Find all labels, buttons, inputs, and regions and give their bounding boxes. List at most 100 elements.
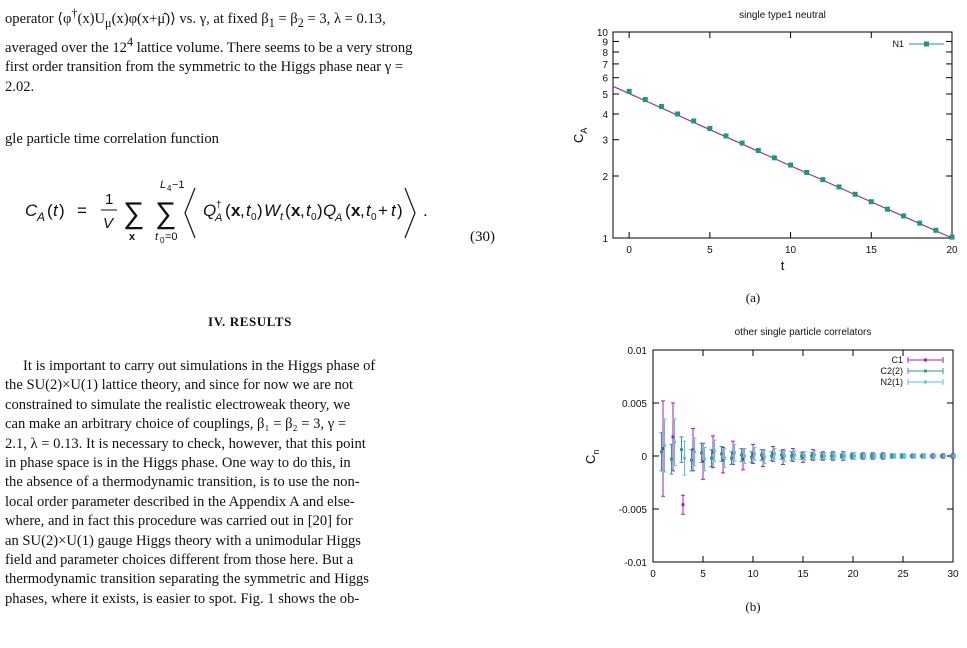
data-point-c2 — [860, 454, 863, 458]
figure-column: single type1 neutral 1 2 3 4 5 6 7 8 9 10 0 5 10 15 20 t… — [520, 0, 967, 648]
svg-text:): ) — [397, 201, 403, 220]
data-point-n1 — [658, 103, 664, 109]
svg-text:t: t — [391, 201, 397, 220]
results-line: constrained to simulate the realistic el… — [5, 396, 351, 413]
y-tick-label: 0.01 — [628, 346, 648, 357]
data-point-n2 — [673, 440, 676, 444]
x-tick-label: 20 — [847, 569, 859, 580]
svg-text:x: x — [231, 201, 241, 220]
results-line: 2.1, λ = 0.13. It is necessary to check,… — [5, 435, 366, 452]
y-axis-label-sub: n — [591, 450, 601, 455]
y-tick-label: -0.01 — [624, 558, 647, 569]
svg-text:4: 4 — [167, 184, 172, 193]
data-point-n2 — [713, 449, 716, 453]
svg-text:=0: =0 — [165, 231, 178, 243]
data-point-n1 — [739, 140, 745, 146]
svg-text:x: x — [351, 201, 361, 220]
data-point-c2 — [910, 454, 913, 458]
y-tick-label: 7 — [602, 60, 608, 71]
data-point-c2 — [920, 454, 923, 458]
section-heading: IV. RESULTS — [208, 314, 292, 329]
results-line: can make an arbitrary choice of coupling… — [5, 416, 347, 433]
y-tick-label: 9 — [602, 37, 608, 48]
data-point-n1 — [788, 162, 794, 168]
svg-text:0: 0 — [251, 212, 257, 223]
results-line: phases, where it exists, is easier to sp… — [5, 590, 360, 607]
data-point-n2 — [683, 456, 686, 460]
results-line: an SU(2)×U(1) gauge Higgs theory with a … — [5, 532, 361, 549]
data-point-n2 — [843, 454, 846, 458]
y-tick-label: 8 — [602, 48, 608, 59]
data-point-n1 — [917, 220, 923, 226]
data-point-n1 — [820, 177, 826, 183]
text-column: operator ⟨φ†(x)Uμ(x)φ(x+μ̂)⟩ vs. γ, at f… — [5, 6, 495, 607]
chart-title: single type1 neutral — [739, 10, 826, 21]
data-point-n1 — [642, 97, 648, 103]
correlation-text: gle particle time correlation function — [5, 131, 219, 147]
svg-text:): ) — [59, 201, 65, 220]
y-tick-label: 0 — [641, 452, 647, 463]
chart-title: other single particle correlators — [735, 327, 872, 338]
data-point-n2 — [893, 454, 896, 458]
intro-fragment: operator ⟨φ — [5, 10, 72, 27]
x-tick-label: 0 — [650, 569, 656, 580]
data-point-n1 — [626, 88, 632, 94]
svg-text:t: t — [53, 201, 59, 220]
y-axis-label: Cn — [583, 450, 601, 464]
data-point-n2 — [923, 454, 926, 458]
data-point-c2 — [780, 453, 783, 457]
intro-fragment: first order transition from the symmetri… — [5, 59, 404, 76]
data-point-c2 — [730, 456, 733, 460]
y-tick-label: 5 — [602, 90, 608, 101]
results-line: in phase space is in the Higgs phase. On… — [5, 455, 351, 472]
data-point-n1 — [836, 184, 842, 190]
equation-30: C A (t) = 1 V ∑ x ∑ L 4 −1 t 0 =0 Q † A … — [25, 179, 428, 245]
intro-fragment: averaged over the 12 — [5, 40, 127, 57]
data-point-c2 — [720, 452, 723, 456]
data-point-n1 — [868, 199, 874, 205]
data-point-n1 — [804, 169, 810, 175]
data-point-n1 — [933, 227, 939, 233]
data-point-c1 — [701, 459, 705, 463]
data-point-n2 — [933, 454, 936, 458]
data-point-c2 — [930, 454, 933, 458]
data-point-n2 — [823, 454, 826, 458]
equation-number: (30) — [470, 229, 495, 245]
data-point-c2 — [800, 454, 803, 458]
paragraph-correlation: gle particle time correlation function — [5, 130, 495, 149]
x-tick-label: 25 — [897, 569, 909, 580]
y-tick-label: 0.005 — [622, 399, 647, 410]
data-point-n1 — [949, 234, 955, 240]
intro-fragment: (x)φ(x+μ̂)⟩ vs. γ, at fixed β — [111, 10, 269, 27]
data-point-c2 — [760, 453, 763, 457]
svg-text:+: + — [378, 201, 388, 220]
svg-text:W: W — [264, 201, 282, 220]
y-tick-label: 6 — [602, 74, 608, 85]
svg-text:A: A — [334, 212, 342, 224]
svg-text:0: 0 — [311, 212, 317, 223]
data-point-n2 — [913, 454, 916, 458]
svg-text:A: A — [214, 212, 222, 224]
data-point-c2 — [880, 454, 883, 458]
legend-label-c1: C1 — [891, 355, 903, 365]
svg-text:−1: −1 — [172, 179, 185, 191]
svg-text:†: † — [216, 200, 222, 211]
results-line: the SU(2)×U(1) lattice theory, and since… — [5, 377, 354, 394]
data-point-c2 — [710, 456, 713, 460]
results-line: thermodynamic transition separating the … — [5, 571, 369, 588]
results-line: field and parameter choices different fr… — [5, 552, 354, 569]
y-tick-label: 10 — [597, 28, 609, 39]
svg-text:t: t — [155, 231, 159, 243]
data-point-n2 — [793, 453, 796, 457]
data-point-n2 — [733, 451, 736, 455]
svg-text:Q: Q — [323, 201, 336, 220]
intro-fragment: (x)U — [77, 10, 106, 27]
x-tick-label: 5 — [700, 569, 706, 580]
svg-text:A: A — [36, 210, 45, 224]
data-point-n2 — [743, 454, 746, 458]
data-point-c1 — [741, 457, 745, 461]
svg-text:): ) — [257, 201, 263, 220]
data-point-c2 — [770, 454, 773, 458]
x-axis-label: t — [781, 258, 785, 273]
data-point-c2 — [670, 457, 673, 461]
